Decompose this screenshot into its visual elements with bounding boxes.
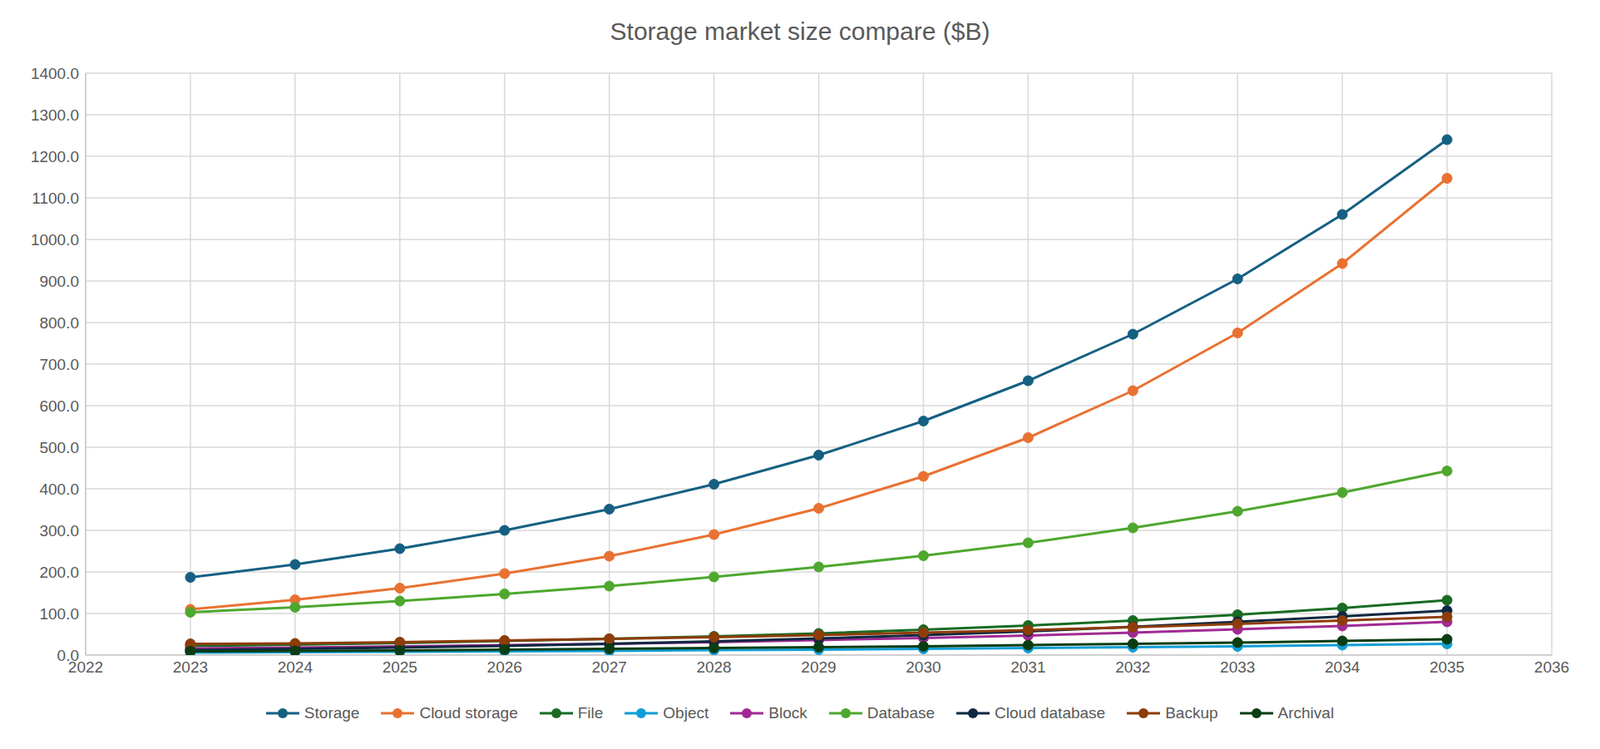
- html-text:Cloud database: Cloud database: [994, 704, 1106, 722]
- svg-text:2027: 2027: [592, 658, 628, 677]
- html-text:Cloud storage: Cloud storage: [419, 704, 518, 722]
- svg-text:900.0: 900.0: [39, 272, 80, 291]
- svg-text:2029: 2029: [800, 658, 836, 677]
- html-text:Storage market size compare ($: Storage market size compare ($B): [610, 17, 990, 45]
- svg-text:1300.0: 1300.0: [30, 106, 80, 124]
- svg-text:2026: 2026: [487, 658, 523, 677]
- svg-text:1100.0: 1100.0: [31, 189, 80, 208]
- svg-text:2032: 2032: [1115, 658, 1151, 677]
- svg-text:200.0: 200.0: [39, 563, 80, 582]
- svg-text:600.0: 600.0: [39, 397, 80, 415]
- svg-text:2034: 2034: [1324, 658, 1361, 677]
- svg-text:300.0: 300.0: [39, 522, 80, 540]
- svg-text:700.0: 700.0: [39, 355, 80, 374]
- html-text:Object: Object: [663, 704, 709, 722]
- svg-text:2024: 2024: [277, 658, 314, 677]
- svg-text:1400.0: 1400.0: [30, 64, 80, 83]
- html-text:Storage: Storage: [304, 704, 360, 722]
- html-text:Block: Block: [768, 704, 808, 722]
- html-text:Backup: Backup: [1165, 704, 1218, 722]
- svg-text:800.0: 800.0: [39, 314, 80, 332]
- svg-text:2028: 2028: [696, 658, 731, 677]
- svg-text:2023: 2023: [172, 658, 208, 677]
- html-text:Archival: Archival: [1277, 704, 1334, 722]
- svg-text:2022: 2022: [68, 659, 104, 677]
- svg-text:2025: 2025: [382, 658, 418, 677]
- svg-text:500.0: 500.0: [39, 439, 80, 457]
- svg-text:100.0: 100.0: [39, 605, 80, 623]
- svg-text:400.0: 400.0: [39, 480, 80, 499]
- svg-text:1000.0: 1000.0: [30, 231, 80, 249]
- html-text:Database: Database: [867, 704, 935, 722]
- svg-text:2030: 2030: [905, 658, 941, 677]
- svg-text:2035: 2035: [1429, 658, 1465, 677]
- svg-text:2036: 2036: [1534, 658, 1570, 677]
- svg-text:0.0: 0.0: [57, 646, 80, 665]
- svg-text:2031: 2031: [1010, 658, 1046, 677]
- html-text:File: File: [577, 704, 604, 722]
- svg-text:1200.0: 1200.0: [30, 148, 80, 166]
- svg-text:2033: 2033: [1219, 658, 1255, 677]
